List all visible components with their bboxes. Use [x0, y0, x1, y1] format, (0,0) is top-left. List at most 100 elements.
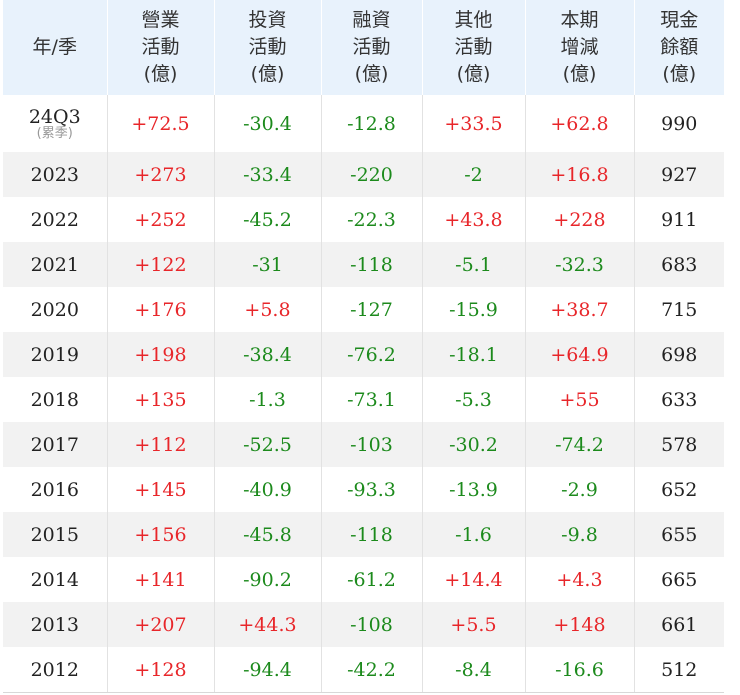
- operating-cell: +207: [106, 602, 214, 647]
- header-financing: 融資 活動 (億): [320, 0, 422, 95]
- operating-cell: +273: [106, 152, 214, 197]
- period-cell: 2018: [3, 377, 107, 422]
- period-cell: 2012: [3, 647, 107, 692]
- investing-cell: -90.2: [213, 557, 321, 602]
- balance-cell: 633: [633, 377, 724, 422]
- change-cell: +148: [524, 602, 634, 647]
- table-row: 2016 +145 -40.9 -93.3 -13.9 -2.9 652: [3, 467, 724, 512]
- operating-cell: +252: [106, 197, 214, 242]
- balance-cell: 990: [633, 95, 724, 152]
- financing-cell: -61.2: [320, 557, 422, 602]
- other-cell: -5.1: [421, 242, 525, 287]
- header-line: 年/季: [32, 36, 77, 58]
- cash-flow-table-container: 年/季 營業 活動 (億) 投資 活動 (億) 融資 活動 (億) 其他 活動 (億) 本期 增減 (億) 現金…: [3, 0, 724, 692]
- operating-cell: +122: [106, 242, 214, 287]
- operating-cell: +128: [106, 647, 214, 692]
- change-cell: -32.3: [524, 242, 634, 287]
- other-cell: +14.4: [421, 557, 525, 602]
- other-cell: -1.6: [421, 512, 525, 557]
- investing-cell: -94.4: [213, 647, 321, 692]
- table-header: 年/季 營業 活動 (億) 投資 活動 (億) 融資 活動 (億) 其他 活動 (億) 本期 增減 (億) 現金…: [3, 0, 724, 95]
- investing-cell: -30.4: [213, 95, 321, 152]
- balance-cell: 652: [633, 467, 724, 512]
- change-cell: +64.9: [524, 332, 634, 377]
- period-cell: 2013: [3, 602, 107, 647]
- header-balance: 現金 餘額 (億): [633, 0, 724, 95]
- table-row: 2022 +252 -45.2 -22.3 +43.8 +228 911: [3, 197, 724, 242]
- table-row: 24Q3 (累季) +72.5 -30.4 -12.8 +33.5 +62.8 990: [3, 95, 724, 152]
- investing-cell: -52.5: [213, 422, 321, 467]
- financing-cell: -103: [320, 422, 422, 467]
- header-line: 活動: [141, 36, 180, 58]
- period-label: 2021: [30, 253, 79, 276]
- period-label: 2019: [30, 343, 79, 366]
- operating-cell: +198: [106, 332, 214, 377]
- period-cell: 2015: [3, 512, 107, 557]
- balance-cell: 715: [633, 287, 724, 332]
- financing-cell: -127: [320, 287, 422, 332]
- header-line: 其他: [454, 9, 493, 31]
- other-cell: -18.1: [421, 332, 525, 377]
- header-line: (億): [354, 63, 389, 85]
- other-cell: -13.9: [421, 467, 525, 512]
- period-label: 2023: [30, 163, 79, 186]
- header-period: 年/季: [3, 0, 107, 95]
- period-cell: 2016: [3, 467, 107, 512]
- header-line: (億): [662, 63, 697, 85]
- period-label: 2012: [30, 658, 79, 681]
- header-investing: 投資 活動 (億): [213, 0, 321, 95]
- operating-cell: +156: [106, 512, 214, 557]
- header-line: 餘額: [660, 36, 699, 58]
- operating-cell: +176: [106, 287, 214, 332]
- period-cell: 2023: [3, 152, 107, 197]
- header-other: 其他 活動 (億): [421, 0, 525, 95]
- period-cell: 2021: [3, 242, 107, 287]
- table-row: 2013 +207 +44.3 -108 +5.5 +148 661: [3, 602, 724, 647]
- period-label: 2013: [30, 613, 79, 636]
- other-cell: +5.5: [421, 602, 525, 647]
- header-line: (億): [143, 63, 178, 85]
- change-cell: -9.8: [524, 512, 634, 557]
- period-cell: 2020: [3, 287, 107, 332]
- period-cell: 2019: [3, 332, 107, 377]
- header-line: (億): [250, 63, 285, 85]
- investing-cell: -38.4: [213, 332, 321, 377]
- operating-cell: +72.5: [106, 95, 214, 152]
- table-row: 2018 +135 -1.3 -73.1 -5.3 +55 633: [3, 377, 724, 422]
- investing-cell: -45.2: [213, 197, 321, 242]
- financing-cell: -76.2: [320, 332, 422, 377]
- other-cell: +33.5: [421, 95, 525, 152]
- table-row: 2017 +112 -52.5 -103 -30.2 -74.2 578: [3, 422, 724, 467]
- period-note: (累季): [36, 125, 73, 141]
- header-line: 增減: [560, 36, 599, 58]
- financing-cell: -118: [320, 512, 422, 557]
- table-row: 2015 +156 -45.8 -118 -1.6 -9.8 655: [3, 512, 724, 557]
- balance-cell: 512: [633, 647, 724, 692]
- financing-cell: -22.3: [320, 197, 422, 242]
- header-operating: 營業活動 (億): [106, 0, 214, 95]
- other-cell: +43.8: [421, 197, 525, 242]
- period-label: 2015: [30, 523, 79, 546]
- header-line: (億): [562, 63, 597, 85]
- table-row: 2012 +128 -94.4 -42.2 -8.4 -16.6 512: [3, 647, 724, 692]
- financing-cell: -42.2: [320, 647, 422, 692]
- investing-cell: -1.3: [213, 377, 321, 422]
- financing-cell: -73.1: [320, 377, 422, 422]
- header-line: 活動: [454, 36, 493, 58]
- other-cell: -5.3: [421, 377, 525, 422]
- header-line: 活動: [352, 36, 391, 58]
- change-cell: -16.6: [524, 647, 634, 692]
- period-cell: 2022: [3, 197, 107, 242]
- period-label: 2018: [30, 388, 79, 411]
- change-cell: +228: [524, 197, 634, 242]
- change-cell: +62.8: [524, 95, 634, 152]
- other-cell: -30.2: [421, 422, 525, 467]
- change-cell: +38.7: [524, 287, 634, 332]
- investing-cell: +5.8: [213, 287, 321, 332]
- period-label: 24Q3: [28, 105, 81, 128]
- header-line: 營業: [141, 9, 180, 31]
- investing-cell: +44.3: [213, 602, 321, 647]
- financing-cell: -12.8: [320, 95, 422, 152]
- table-row: 2021 +122 -31 -118 -5.1 -32.3 683: [3, 242, 724, 287]
- table-row: 2019 +198 -38.4 -76.2 -18.1 +64.9 698: [3, 332, 724, 377]
